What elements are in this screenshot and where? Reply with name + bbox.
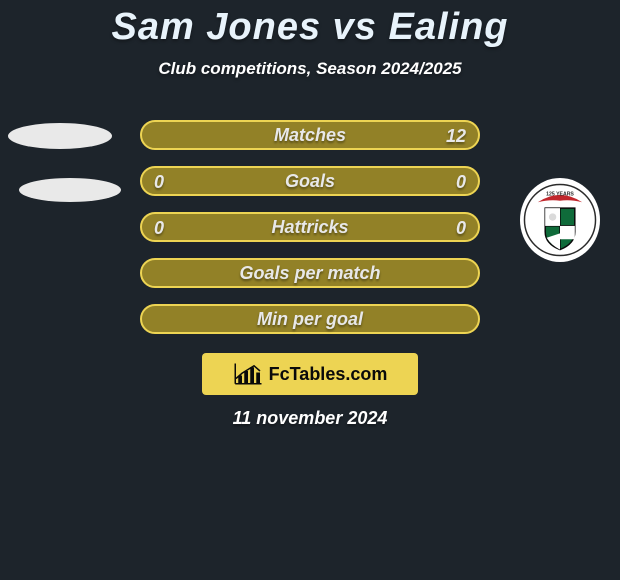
stat-bar: 0Goals0 [140, 166, 480, 196]
stats-rows: Matches120Goals00Hattricks0Goals per mat… [0, 120, 620, 350]
stat-label: Hattricks [142, 217, 478, 238]
stat-label: Min per goal [142, 309, 478, 330]
stat-bar: Goals per match [140, 258, 480, 288]
brand-text: FcTables.com [269, 364, 388, 385]
stat-bar: Matches12 [140, 120, 480, 150]
stat-label: Matches [142, 125, 478, 146]
stat-value-right: 12 [446, 126, 466, 147]
stat-value-right: 0 [456, 172, 466, 193]
stat-label: Goals [142, 171, 478, 192]
stat-bar: 0Hattricks0 [140, 212, 480, 242]
stat-row: Goals per match [0, 258, 620, 304]
stat-row: 0Goals0 [0, 166, 620, 212]
stat-row: Min per goal [0, 304, 620, 350]
bar-chart-icon [233, 362, 263, 386]
brand-badge[interactable]: FcTables.com [202, 353, 418, 395]
stat-row: Matches12 [0, 120, 620, 166]
stat-bar: Min per goal [140, 304, 480, 334]
stat-row: 0Hattricks0 [0, 212, 620, 258]
page-title: Sam Jones vs Ealing [0, 0, 620, 49]
stat-value-right: 0 [456, 218, 466, 239]
date-text: 11 november 2024 [0, 408, 620, 429]
page-subtitle: Club competitions, Season 2024/2025 [0, 59, 620, 79]
stat-label: Goals per match [142, 263, 478, 284]
